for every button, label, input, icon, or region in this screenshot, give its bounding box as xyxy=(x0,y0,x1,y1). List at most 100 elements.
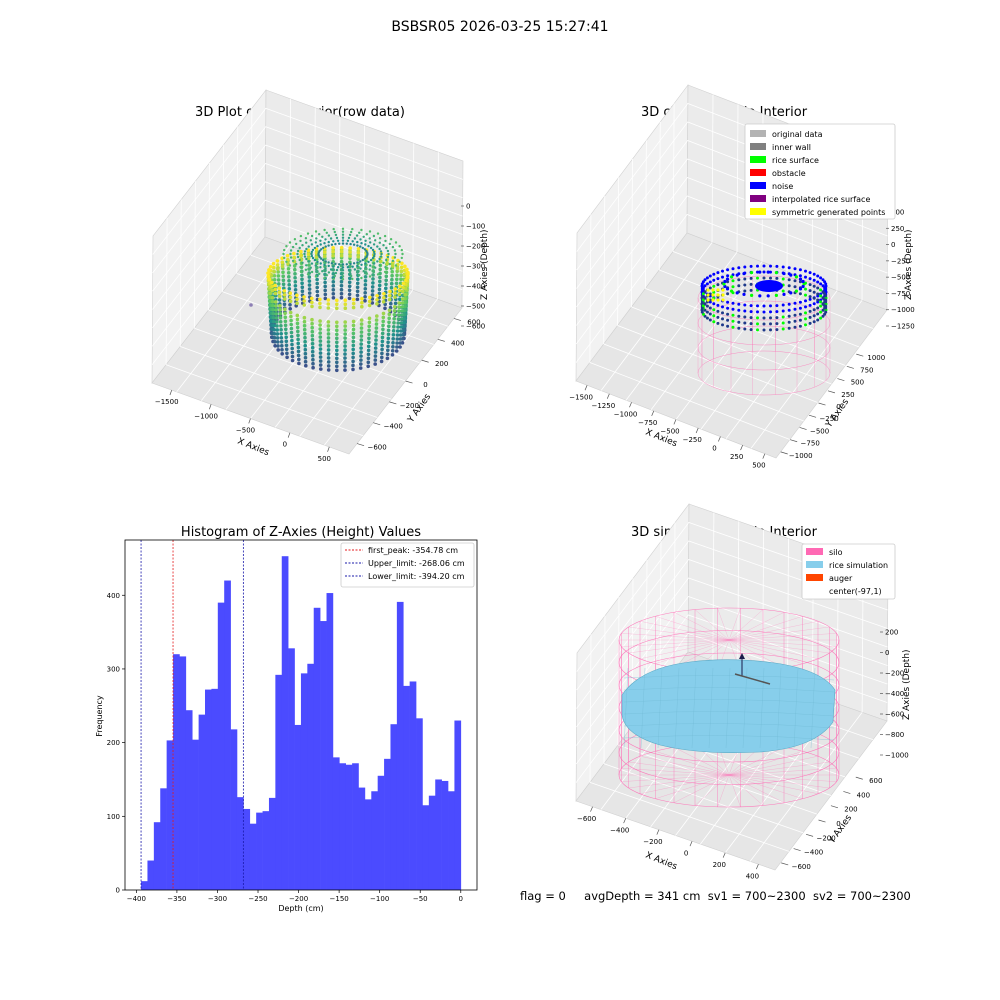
raw-point xyxy=(368,237,371,240)
classify-point xyxy=(798,280,802,284)
raw-point xyxy=(303,250,307,253)
raw-point xyxy=(370,289,375,293)
raw-point xyxy=(323,228,326,232)
raw-point xyxy=(310,252,313,256)
histogram-bar xyxy=(211,688,219,890)
raw-point xyxy=(293,238,297,241)
raw-point xyxy=(366,360,371,365)
raw-point xyxy=(296,252,299,256)
raw-plot-point-cloud xyxy=(249,227,410,373)
raw-point xyxy=(371,248,375,252)
classify-x-tick-mark xyxy=(629,402,632,408)
classify-x-tick-label: −1250 xyxy=(591,402,615,410)
raw-point xyxy=(347,292,352,297)
raw-x-tick-label: −500 xyxy=(236,427,255,435)
classify-point xyxy=(749,316,753,320)
classify-y-tick-label: −750 xyxy=(801,440,820,448)
classify-point xyxy=(750,293,754,297)
raw-point xyxy=(355,234,359,237)
raw-point xyxy=(358,231,361,234)
simulation-y-tick-mark xyxy=(830,805,839,809)
classify-point xyxy=(824,300,828,304)
classify-point xyxy=(812,296,816,300)
raw-point xyxy=(318,319,322,323)
classify-point xyxy=(743,315,747,319)
raw-point xyxy=(310,270,314,274)
histogram-bar xyxy=(377,775,385,890)
raw-point xyxy=(351,331,356,336)
raw-point xyxy=(288,264,292,267)
raw-point xyxy=(272,269,276,274)
classify-point xyxy=(821,284,825,288)
raw-point xyxy=(395,269,400,274)
raw-point xyxy=(378,247,381,251)
raw-point xyxy=(279,336,284,340)
raw-point xyxy=(299,253,303,258)
histogram-bar xyxy=(281,556,289,890)
classify-legend-swatch xyxy=(750,208,766,215)
raw-point xyxy=(279,332,284,336)
simulation-x-tick-mark xyxy=(623,818,627,824)
raw-point xyxy=(374,322,379,326)
classify-point xyxy=(716,303,720,307)
classify-point xyxy=(821,296,825,300)
raw-point xyxy=(381,300,386,304)
classify-point xyxy=(812,320,816,324)
raw-point xyxy=(277,294,282,299)
raw-point xyxy=(278,320,283,324)
histogram-bar xyxy=(390,724,398,890)
simulation-rice-mesh-line xyxy=(725,667,731,749)
raw-point xyxy=(326,356,331,360)
raw-point xyxy=(381,311,386,316)
classify-point xyxy=(758,294,762,298)
raw-point xyxy=(318,272,321,275)
raw-point xyxy=(379,250,383,253)
raw-point xyxy=(367,340,371,345)
raw-point xyxy=(347,288,352,293)
raw-point xyxy=(278,316,283,320)
raw-point xyxy=(381,315,386,320)
classify-point xyxy=(701,286,705,290)
raw-point xyxy=(331,250,335,254)
classify-legend-label: rice surface xyxy=(772,156,819,165)
histogram-bars xyxy=(141,556,462,890)
histogram-bar xyxy=(326,593,334,890)
simulation-rice-mesh-line xyxy=(657,667,663,749)
raw-point xyxy=(341,242,345,245)
classify-point xyxy=(721,311,724,315)
raw-point xyxy=(331,272,336,276)
raw-point xyxy=(288,299,293,304)
raw-point xyxy=(343,344,347,348)
histogram-legend: first_peak: -354.78 cm Upper_limit: -268.… xyxy=(340,542,475,588)
raw-point xyxy=(290,346,295,351)
raw-point xyxy=(335,324,339,329)
raw-point xyxy=(323,284,328,289)
raw-point xyxy=(306,252,311,256)
raw-point xyxy=(335,368,339,373)
raw-point xyxy=(359,267,362,270)
classify-point xyxy=(756,310,759,314)
classify-point xyxy=(794,275,799,279)
classify-point xyxy=(737,320,741,324)
raw-point xyxy=(300,281,304,286)
raw-point xyxy=(365,233,368,236)
raw-point xyxy=(299,270,303,274)
classify-point xyxy=(743,327,747,331)
raw-x-tick-mark xyxy=(327,446,330,452)
raw-point xyxy=(310,254,314,258)
raw-point xyxy=(318,343,323,347)
raw-point xyxy=(318,355,323,359)
raw-point xyxy=(343,320,348,324)
raw-point xyxy=(373,350,378,354)
classify-point xyxy=(721,275,724,279)
simulation-rice-mesh-line xyxy=(623,675,835,681)
simulation-silo-floor-spoke xyxy=(628,761,730,776)
raw-x-tick-label: −1500 xyxy=(155,398,179,406)
raw-point xyxy=(274,316,279,320)
raw-point xyxy=(286,261,290,266)
raw-point xyxy=(343,364,347,368)
classify-point xyxy=(756,264,759,268)
histogram-bar xyxy=(198,714,206,890)
raw-point xyxy=(391,259,395,263)
classify-point xyxy=(804,293,807,297)
